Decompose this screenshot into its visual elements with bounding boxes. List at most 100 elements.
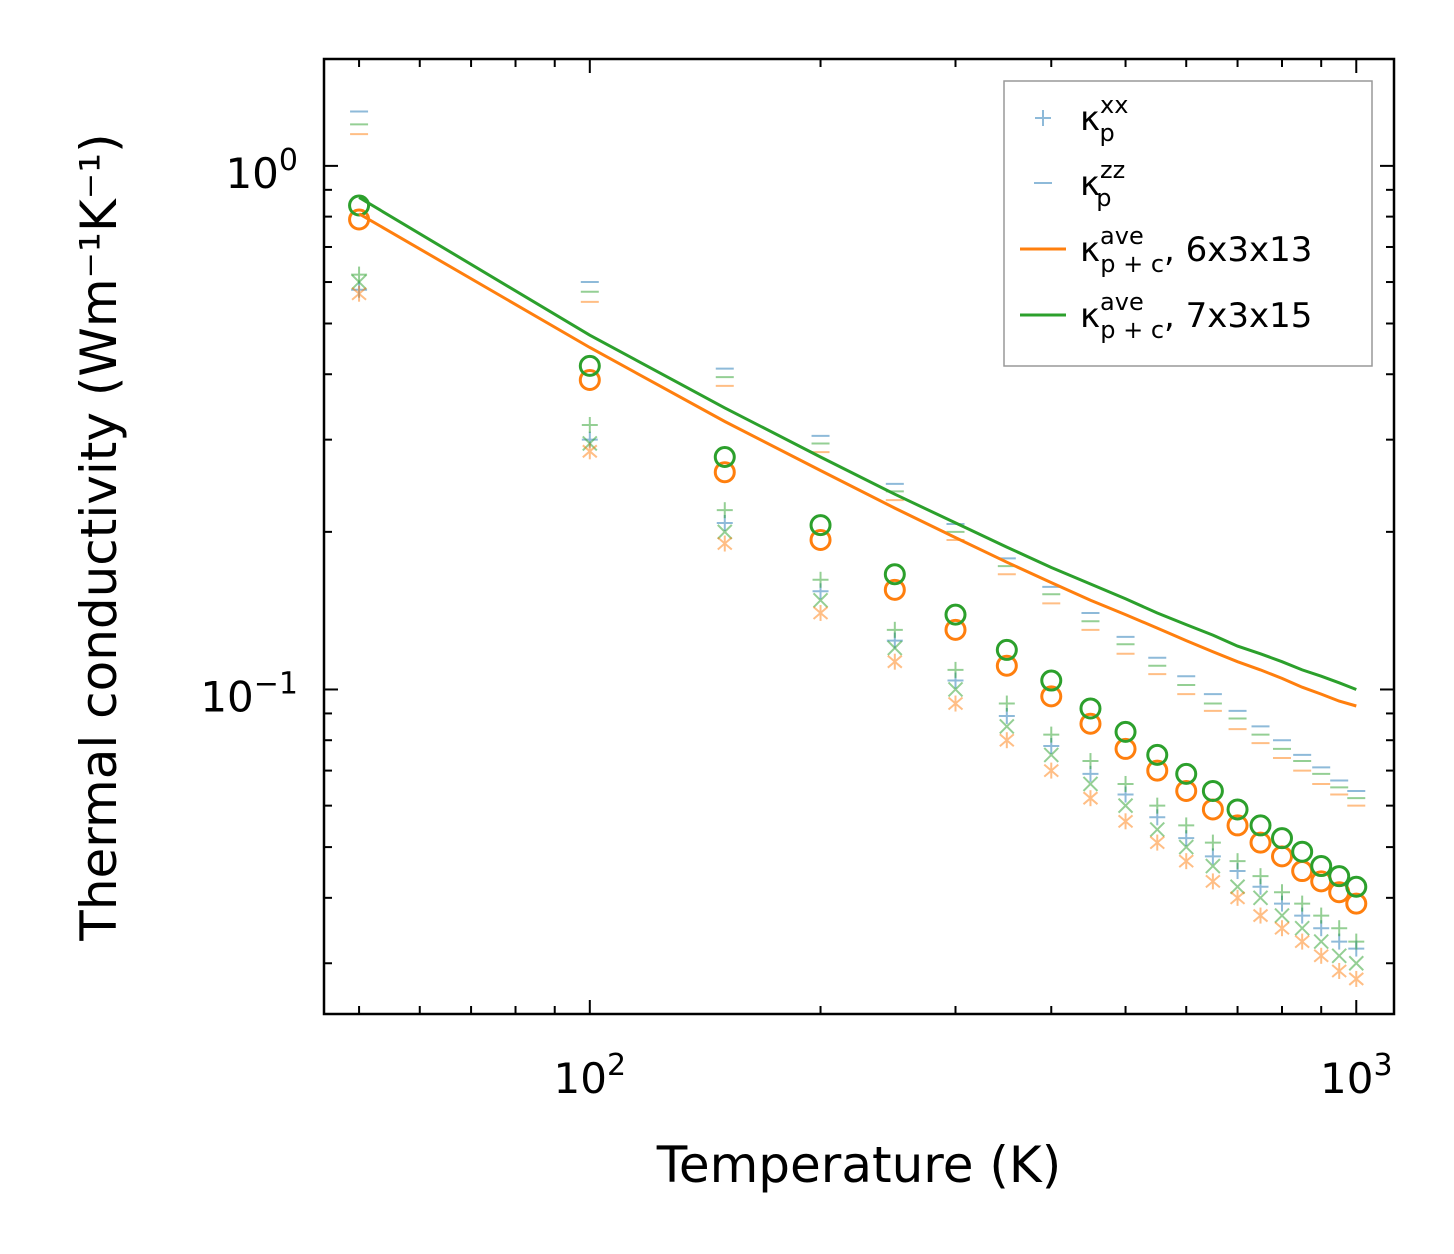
data-point bbox=[1274, 920, 1290, 937]
data-point bbox=[1043, 762, 1059, 779]
data-point bbox=[582, 443, 598, 460]
circle-mark bbox=[1249, 814, 1272, 837]
circle-mark bbox=[713, 445, 736, 468]
data-point bbox=[1274, 907, 1290, 924]
data-point bbox=[1149, 834, 1165, 851]
circle-mark bbox=[1345, 875, 1368, 898]
data-point bbox=[351, 266, 368, 283]
x-axis-label: Temperature (K) bbox=[656, 1136, 1061, 1194]
circle-mark bbox=[1079, 712, 1102, 735]
y-tick-label: 100 bbox=[225, 143, 298, 198]
series-1 bbox=[351, 266, 1365, 950]
data-point bbox=[1204, 834, 1221, 851]
data-point bbox=[578, 368, 601, 391]
data-point bbox=[1229, 879, 1246, 895]
data-point bbox=[1149, 821, 1165, 838]
y-tick-label: 10−1 bbox=[200, 666, 298, 721]
legend-entry: κave p + c, 6x3x13 bbox=[1020, 222, 1312, 278]
legend-entry: κxx p bbox=[1035, 91, 1128, 147]
data-point bbox=[1310, 855, 1333, 878]
data-point bbox=[1079, 697, 1102, 720]
x-b bbox=[1294, 920, 1310, 936]
circle-mark bbox=[1146, 743, 1169, 766]
data-point bbox=[887, 653, 903, 670]
data-point bbox=[1273, 884, 1290, 901]
data-point bbox=[886, 621, 903, 638]
series-5 bbox=[351, 274, 1364, 971]
tick-labels: 102 103 100 10−1 bbox=[200, 143, 1392, 1103]
data-point bbox=[1226, 798, 1249, 821]
circle-mark bbox=[883, 578, 906, 601]
data-point bbox=[947, 681, 964, 698]
circle-mark bbox=[883, 563, 906, 586]
plot-frame bbox=[322, 57, 1396, 1016]
data-point bbox=[1082, 776, 1099, 792]
circle-mark bbox=[944, 618, 967, 641]
x-b bbox=[812, 592, 829, 609]
circle-mark bbox=[1175, 762, 1198, 785]
x-b bbox=[1229, 879, 1246, 895]
legend-label: κxx p bbox=[1080, 91, 1128, 147]
circle-mark bbox=[944, 603, 967, 626]
data-point bbox=[1146, 759, 1169, 782]
data-point bbox=[809, 528, 832, 551]
data-point bbox=[1313, 947, 1329, 964]
data-point bbox=[1328, 865, 1351, 888]
data-point bbox=[716, 502, 733, 519]
data-point bbox=[1117, 797, 1134, 814]
data-point bbox=[1082, 753, 1099, 770]
y-axis-label: Thermal conductivity (Wm⁻¹K⁻¹) bbox=[70, 133, 128, 941]
circle-mark bbox=[1249, 831, 1272, 854]
legend-entry: κzz p bbox=[1034, 156, 1125, 212]
x-b bbox=[351, 274, 367, 290]
data-point bbox=[1313, 933, 1329, 950]
series-6 bbox=[351, 285, 1364, 987]
data-point bbox=[999, 718, 1015, 735]
data-point bbox=[998, 695, 1015, 712]
data-point bbox=[1114, 737, 1137, 760]
data-point bbox=[1270, 827, 1293, 850]
data-point bbox=[1331, 933, 1348, 950]
data-point bbox=[1040, 669, 1063, 692]
data-point bbox=[1270, 845, 1293, 868]
x-b bbox=[1205, 858, 1221, 874]
data-point bbox=[1178, 853, 1194, 870]
circle-mark bbox=[809, 514, 832, 537]
x-b bbox=[887, 640, 903, 656]
data-point bbox=[883, 578, 906, 601]
data-point bbox=[1252, 890, 1269, 906]
x-b bbox=[1149, 821, 1165, 838]
circle-mark bbox=[713, 461, 736, 484]
x-b bbox=[1348, 955, 1364, 971]
data-point bbox=[809, 514, 832, 537]
circle-mark bbox=[1270, 827, 1293, 850]
circle-mark bbox=[1270, 845, 1293, 868]
data-point bbox=[1146, 743, 1169, 766]
circle-mark bbox=[1114, 720, 1137, 743]
series-9 bbox=[358, 212, 1357, 708]
x-b bbox=[1274, 907, 1290, 924]
data-point bbox=[1331, 962, 1347, 979]
data-point bbox=[1252, 907, 1269, 924]
data-point bbox=[1205, 873, 1221, 890]
data-point bbox=[1149, 797, 1166, 814]
data-point bbox=[1178, 839, 1194, 855]
legend-label: κzz p bbox=[1080, 156, 1125, 212]
data-point bbox=[581, 416, 598, 433]
data-point bbox=[812, 571, 829, 588]
series-line bbox=[358, 196, 1357, 691]
legend-box bbox=[1003, 80, 1373, 367]
data-point bbox=[717, 524, 733, 540]
data-point bbox=[713, 445, 736, 468]
data-point bbox=[1249, 831, 1272, 854]
axis-ticks bbox=[324, 59, 1394, 1014]
data-point bbox=[1229, 853, 1246, 870]
data-point bbox=[1040, 685, 1063, 708]
data-point bbox=[1229, 889, 1246, 906]
series-2 bbox=[350, 110, 1366, 792]
data-point bbox=[947, 695, 964, 712]
data-point bbox=[1114, 720, 1137, 743]
data-point bbox=[883, 563, 906, 586]
data-point bbox=[1043, 747, 1059, 763]
circle-mark bbox=[1114, 737, 1137, 760]
